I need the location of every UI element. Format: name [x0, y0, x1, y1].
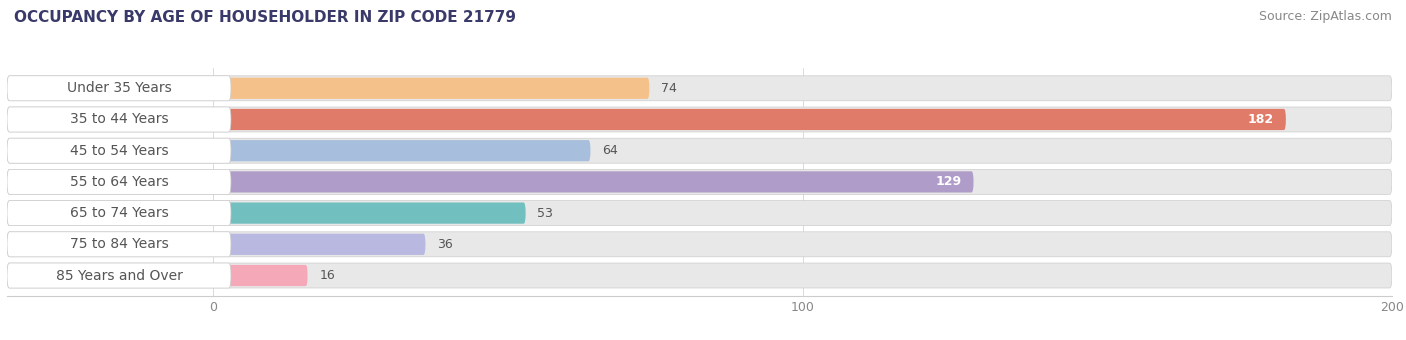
FancyBboxPatch shape — [7, 169, 231, 194]
Text: 75 to 84 Years: 75 to 84 Years — [70, 237, 169, 251]
FancyBboxPatch shape — [7, 263, 1392, 288]
FancyBboxPatch shape — [214, 171, 973, 192]
Text: 45 to 54 Years: 45 to 54 Years — [70, 144, 169, 158]
FancyBboxPatch shape — [7, 107, 1392, 132]
Text: 65 to 74 Years: 65 to 74 Years — [70, 206, 169, 220]
FancyBboxPatch shape — [214, 203, 526, 224]
FancyBboxPatch shape — [7, 107, 231, 132]
FancyBboxPatch shape — [7, 169, 1392, 194]
Text: 85 Years and Over: 85 Years and Over — [56, 269, 183, 283]
Text: 64: 64 — [602, 144, 619, 157]
FancyBboxPatch shape — [7, 232, 231, 257]
Text: Under 35 Years: Under 35 Years — [66, 81, 172, 95]
FancyBboxPatch shape — [7, 138, 231, 163]
FancyBboxPatch shape — [7, 138, 1392, 163]
FancyBboxPatch shape — [214, 265, 308, 286]
Text: 35 to 44 Years: 35 to 44 Years — [70, 113, 169, 126]
FancyBboxPatch shape — [7, 76, 231, 101]
Text: 129: 129 — [935, 175, 962, 188]
FancyBboxPatch shape — [7, 232, 1392, 257]
Text: 16: 16 — [319, 269, 335, 282]
FancyBboxPatch shape — [7, 76, 1392, 101]
Text: 182: 182 — [1249, 113, 1274, 126]
Text: 53: 53 — [537, 207, 554, 220]
Text: 55 to 64 Years: 55 to 64 Years — [70, 175, 169, 189]
Text: OCCUPANCY BY AGE OF HOUSEHOLDER IN ZIP CODE 21779: OCCUPANCY BY AGE OF HOUSEHOLDER IN ZIP C… — [14, 10, 516, 25]
FancyBboxPatch shape — [214, 78, 650, 99]
FancyBboxPatch shape — [7, 201, 1392, 225]
FancyBboxPatch shape — [214, 109, 1286, 130]
Text: 36: 36 — [437, 238, 453, 251]
FancyBboxPatch shape — [7, 201, 231, 225]
FancyBboxPatch shape — [214, 140, 591, 161]
FancyBboxPatch shape — [7, 263, 231, 288]
Text: Source: ZipAtlas.com: Source: ZipAtlas.com — [1258, 10, 1392, 23]
Text: 74: 74 — [661, 82, 678, 95]
FancyBboxPatch shape — [214, 234, 426, 255]
